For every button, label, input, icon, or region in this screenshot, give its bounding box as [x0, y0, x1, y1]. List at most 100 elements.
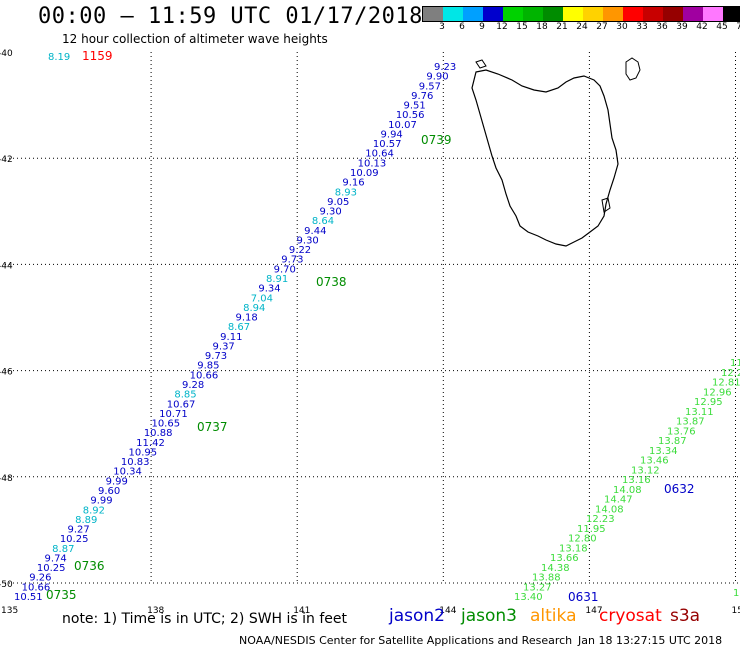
lon-label: 135: [1, 606, 18, 616]
track-a-value: 9.94: [381, 129, 403, 140]
legend-swatch: [503, 7, 523, 21]
track-a-value: 8.87: [52, 544, 74, 555]
track-b-value: 12: [733, 588, 740, 599]
satellite-legend-item: cryosat: [599, 606, 662, 626]
track-a-value: 10.56: [396, 110, 425, 121]
map-subtitle: 12 hour collection of altimeter wave hei…: [62, 32, 328, 46]
track-a-value: 8.93: [335, 187, 357, 198]
legend-swatch: [423, 7, 443, 21]
track-a-time: 0739: [421, 133, 452, 147]
map-title: 00:00 – 11:59 UTC 01/17/2018: [38, 4, 423, 29]
track-a-value: 9.37: [213, 341, 235, 352]
lat-label: -40: [0, 49, 13, 59]
legend-tick-label: 18: [536, 22, 548, 32]
track-a-value: 10.65: [151, 419, 180, 430]
satellite-legend-item: jason2: [389, 606, 445, 626]
legend-tick-label: 42: [696, 22, 708, 32]
flinders-island-coastline: [625, 57, 641, 81]
king-island-coastline: [475, 59, 487, 69]
track-a-value: 9.99: [106, 476, 128, 487]
legend-swatch: [543, 7, 563, 21]
track-a-value: 9.22: [289, 245, 311, 256]
color-legend: [422, 6, 740, 22]
track-a-value: 9.73: [281, 255, 303, 266]
generated-time: Jan 18 13:27:15 UTC 2018: [578, 634, 723, 647]
track-b-value: 14.08: [613, 485, 642, 496]
legend-tick-label: 12: [496, 22, 508, 32]
track-a-value: 8.67: [228, 322, 250, 333]
track-a-value: 10.83: [121, 457, 150, 468]
track-b-value: 13.66: [550, 553, 579, 564]
legend-tick-label: 45: [716, 22, 728, 32]
legend-swatch: [463, 7, 483, 21]
satellite-legend-item: altika: [530, 606, 577, 626]
track-a-value: 10.57: [373, 139, 402, 150]
legend-tick-label: 27: [596, 22, 608, 32]
legend-tick-label: 21: [556, 22, 568, 32]
track-a-value: 10.51: [14, 592, 43, 603]
track-a-value: 9.70: [274, 264, 296, 275]
top-value: 8.19: [48, 52, 70, 63]
track-a-value: 8.91: [266, 274, 288, 285]
track-a-value: 9.85: [197, 361, 219, 372]
track-a-value: 9.05: [327, 197, 349, 208]
legend-swatch: [723, 7, 740, 21]
track-a-value: 11.42: [136, 438, 165, 449]
track-a-value: 8.85: [174, 390, 196, 401]
lon-label: 138: [147, 606, 164, 616]
lat-label: -46: [0, 368, 13, 378]
legend-swatch: [523, 7, 543, 21]
track-a-value: 10.13: [358, 158, 387, 169]
track-b-value: 13.40: [514, 592, 543, 603]
track-b-value: 13.76: [667, 426, 696, 437]
legend-swatch: [603, 7, 623, 21]
track-b-value: 13.11: [685, 407, 714, 418]
track-a-value: 10.66: [22, 582, 51, 593]
footer-note: note: 1) Time is in UTC; 2) SWH is in fe…: [62, 611, 348, 627]
track-a-value: 9.30: [297, 235, 319, 246]
maria-island-coastline: [601, 197, 611, 213]
track-b-value: 12.81: [712, 378, 740, 389]
track-a-value: 9.34: [258, 284, 280, 295]
legend-tick-label: 6: [459, 22, 465, 32]
track-a-value: 10.34: [113, 467, 142, 478]
track-b-value: 14.38: [541, 563, 570, 574]
credit-line: NOAA/NESDIS Center for Satellite Applica…: [239, 634, 573, 647]
legend-swatch: [483, 7, 503, 21]
legend-tick-label: 33: [636, 22, 648, 32]
top-time: 1159: [82, 49, 113, 63]
track-a-value: 9.74: [45, 553, 67, 564]
track-a-value: 10.25: [60, 534, 89, 545]
track-a-value: 9.76: [411, 91, 433, 102]
track-b-value: 13.34: [649, 446, 678, 457]
track-a-value: 9.28: [182, 380, 204, 391]
legend-swatch: [443, 7, 463, 21]
track-a-value: 8.94: [243, 303, 265, 314]
legend-tick-label: 15: [516, 22, 528, 32]
track-a-value: 10.88: [144, 428, 173, 439]
track-b-time: 0632: [664, 482, 695, 496]
track-a-value: 9.60: [98, 486, 120, 497]
track-b-value: 13.12: [631, 465, 660, 476]
legend-swatch: [563, 7, 583, 21]
legend-tick-label: 30: [616, 22, 628, 32]
track-a-value: 10.07: [388, 120, 417, 131]
legend-tick-label: 70: [736, 22, 740, 32]
track-a-value: 10.71: [159, 409, 188, 420]
legend-swatch: [683, 7, 703, 21]
satellite-legend-item: jason3: [461, 606, 517, 626]
lon-label: 141: [293, 606, 310, 616]
track-b-value: 11: [730, 358, 740, 369]
track-b-value: 14.08: [595, 504, 624, 515]
track-b-value: 13.88: [532, 573, 561, 584]
tasmania-coastline: [471, 69, 619, 247]
track-a-value: 10.66: [190, 370, 219, 381]
track-a-value: 8.89: [75, 515, 97, 526]
legend-tick-label: 3: [439, 22, 445, 32]
legend-swatch: [643, 7, 663, 21]
legend-swatch: [703, 7, 723, 21]
legend-tick-label: 24: [576, 22, 588, 32]
lon-label: 144: [439, 606, 456, 616]
track-a-time: 0738: [316, 275, 347, 289]
